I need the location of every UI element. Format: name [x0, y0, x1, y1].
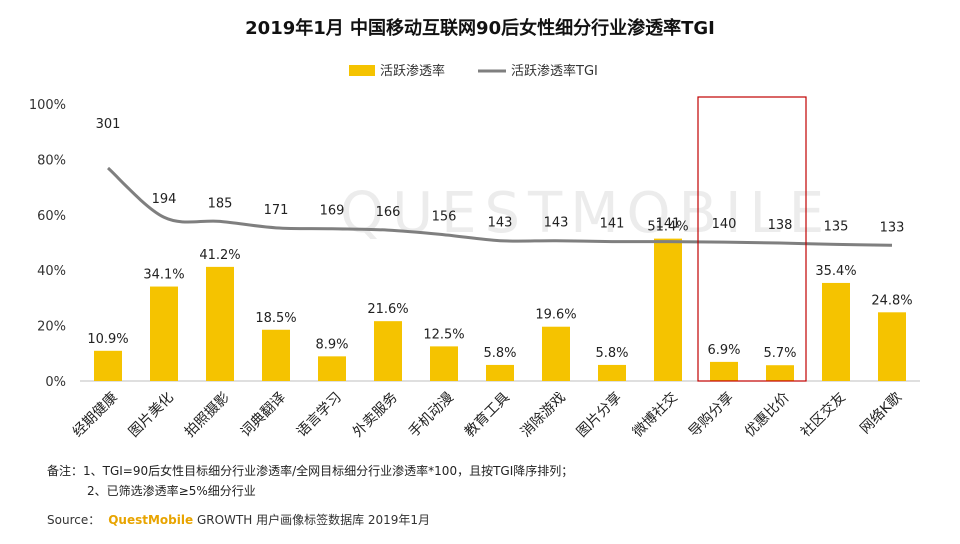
- y-tick-label: 60%: [37, 209, 66, 224]
- category-label: 优惠比价: [742, 390, 793, 441]
- tgi-data-label: 166: [376, 205, 401, 220]
- bar: [206, 266, 234, 381]
- bar: [150, 286, 178, 381]
- bar: [766, 365, 794, 381]
- bar: [542, 326, 570, 381]
- category-label: 社区交友: [797, 389, 849, 441]
- category-label: 消除游戏: [518, 390, 569, 441]
- bar-data-label: 8.9%: [315, 337, 348, 352]
- bar: [486, 364, 514, 381]
- y-tick-label: 100%: [29, 98, 66, 113]
- category-label: 经期健康: [69, 389, 121, 441]
- y-tick-label: 20%: [37, 320, 66, 335]
- bar: [822, 282, 850, 381]
- tgi-data-label: 156: [432, 210, 457, 225]
- bar-data-label: 18.5%: [255, 311, 296, 326]
- category-label: 教育工具: [462, 390, 513, 441]
- bar-data-label: 24.8%: [871, 293, 912, 308]
- category-label: 语言学习: [294, 390, 345, 441]
- chart-title: 2019年1月 中国移动互联网90后女性细分行业渗透率TGI: [245, 17, 715, 39]
- bar-data-label: 35.4%: [815, 264, 856, 279]
- legend: 活跃渗透率 活跃渗透率TGI: [349, 63, 598, 79]
- bar: [318, 356, 346, 381]
- bar-data-label: 34.1%: [143, 268, 184, 283]
- source-suffix: GROWTH 用户画像标签数据库 2019年1月: [196, 513, 431, 527]
- bar-data-label: 12.5%: [423, 327, 464, 342]
- tgi-data-label: 141: [656, 217, 681, 232]
- tgi-data-label: 141: [600, 217, 625, 232]
- bar: [710, 361, 738, 381]
- bar-data-label: 6.9%: [707, 343, 740, 358]
- tgi-data-label: 138: [768, 218, 793, 233]
- category-label: 导购分享: [685, 389, 737, 441]
- bar-series: [94, 238, 906, 381]
- bar: [262, 329, 290, 381]
- source-line: Source： QuestMobile GROWTH 用户画像标签数据库 2019…: [47, 511, 430, 528]
- bar-data-label: 5.7%: [763, 346, 796, 361]
- tgi-data-label: 185: [208, 196, 233, 211]
- highlight-box: [697, 96, 807, 382]
- tgi-data-label: 140: [712, 217, 737, 232]
- tgi-line: [106, 166, 893, 247]
- tgi-data-label: 143: [488, 216, 513, 231]
- note-line-1: 备注：1、TGI=90后女性目标细分行业渗透率/全网目标细分行业渗透率*100，…: [47, 464, 574, 478]
- bar: [374, 321, 402, 381]
- category-label: 手机动漫: [406, 390, 457, 441]
- category-labels: 经期健康 图片美化 拍照摄影 词典翻译 语言学习 外卖服务 手机动漫 教育工具 消除游戏 图片分享…: [69, 389, 905, 441]
- category-label: 微博社交: [629, 389, 681, 441]
- bar-data-label: 41.2%: [199, 248, 240, 263]
- category-label: 拍照摄影: [182, 390, 233, 441]
- bar-data-label: 10.9%: [87, 332, 128, 347]
- category-label: 图片分享: [573, 389, 625, 441]
- y-tick-label: 80%: [37, 153, 66, 168]
- watermark: QUESTMOBILE: [340, 181, 832, 246]
- notes: 备注：1、TGI=90后女性目标细分行业渗透率/全网目标细分行业渗透率*100，…: [47, 461, 573, 501]
- tgi-data-label: 133: [880, 220, 905, 235]
- bar-data-label: 51.4%: [647, 220, 688, 235]
- tgi-data-label: 143: [544, 216, 569, 231]
- tgi-data-label: 194: [152, 192, 177, 207]
- y-tick-label: 0%: [45, 375, 66, 390]
- bar-data-label: 21.6%: [367, 302, 408, 317]
- category-label: 外卖服务: [350, 390, 401, 441]
- bar: [94, 350, 122, 381]
- tgi-data-labels: 301 194 185 171 169 166 156 143 143 141 141 140 138 1…: [96, 117, 905, 235]
- source-brand: QuestMobile: [108, 513, 194, 527]
- tgi-data-label: 135: [824, 219, 849, 234]
- legend-line-label: 活跃渗透率TGI: [511, 63, 598, 79]
- category-label: 图片美化: [126, 390, 177, 441]
- source-prefix: Source：: [47, 513, 101, 527]
- legend-bar-swatch: [349, 65, 375, 76]
- bar: [878, 312, 906, 381]
- tgi-data-label: 169: [320, 204, 345, 219]
- bar-data-label: 5.8%: [595, 346, 628, 361]
- bar: [654, 238, 682, 381]
- bar-data-label: 19.6%: [535, 308, 576, 323]
- category-label: 网络K歌: [857, 390, 905, 438]
- y-axis: 0% 20% 40% 60% 80% 100%: [29, 98, 66, 390]
- bar: [598, 364, 626, 381]
- y-tick-label: 40%: [37, 264, 66, 279]
- legend-bar-label: 活跃渗透率: [380, 63, 445, 79]
- bar: [430, 346, 458, 381]
- bar-data-labels: 10.9% 34.1% 41.2% 18.5% 8.9% 21.6% 12.5% 5.8% 19…: [87, 220, 912, 362]
- tgi-data-label: 301: [96, 117, 121, 132]
- category-label: 词典翻译: [238, 390, 289, 441]
- tgi-data-label: 171: [264, 203, 289, 218]
- note-line-2: 2、已筛选渗透率≥5%细分行业: [87, 484, 256, 498]
- bar-data-label: 5.8%: [483, 346, 516, 361]
